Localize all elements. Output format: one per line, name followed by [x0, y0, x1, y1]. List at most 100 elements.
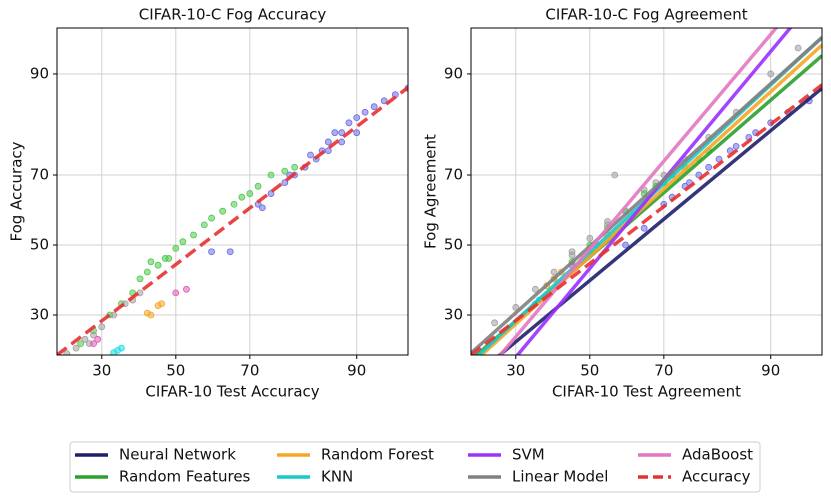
- scatter-point: [291, 163, 299, 171]
- scatter-point: [281, 167, 289, 175]
- fit-line: [515, 28, 793, 355]
- legend-label: Random Features: [119, 468, 251, 486]
- fit-line: [498, 28, 779, 355]
- legend-label: AdaBoost: [682, 446, 753, 464]
- scatter-point: [281, 179, 289, 186]
- scatter-point: [611, 171, 619, 179]
- scatter-point: [90, 340, 97, 348]
- scatter-point: [190, 231, 197, 239]
- scatter-point: [226, 248, 234, 256]
- scatter-point: [136, 275, 144, 283]
- y-tick-label: 70: [444, 166, 463, 184]
- y-tick-label: 50: [30, 236, 49, 254]
- fit-line: [479, 43, 822, 355]
- scatter-point: [794, 44, 802, 52]
- scatter-point: [338, 129, 346, 137]
- fit-line: [57, 86, 408, 355]
- x-tick-label: 90: [347, 362, 366, 380]
- scatter-point: [81, 335, 89, 343]
- scatter-point: [154, 261, 162, 269]
- scatter-point: [118, 344, 125, 352]
- x-tick-label: 50: [166, 362, 185, 380]
- scatter-point: [110, 311, 118, 319]
- y-tick-label: 70: [30, 166, 49, 184]
- scatter-point: [324, 138, 332, 146]
- scatter-point: [143, 268, 151, 276]
- scatter-point: [200, 221, 208, 229]
- legend-box: [69, 441, 761, 493]
- legend-label: SVM: [512, 446, 545, 464]
- scatter-point: [230, 200, 238, 208]
- scatter-point: [158, 300, 166, 308]
- scatter-point: [172, 244, 180, 252]
- y-tick-label: 30: [444, 306, 463, 324]
- legend-label: Accuracy: [682, 468, 751, 486]
- x-tick-label: 90: [761, 362, 780, 380]
- scatter-point: [267, 171, 275, 179]
- plot-area: [57, 84, 408, 355]
- scatter-point: [238, 193, 246, 201]
- scatter-point: [512, 304, 520, 311]
- axes-frame: [470, 27, 823, 356]
- x-tick-label: 30: [92, 362, 111, 380]
- scatter-point: [370, 103, 378, 111]
- scatter-point: [361, 108, 369, 116]
- scatter-point: [338, 138, 346, 146]
- scatter-point: [98, 323, 106, 331]
- scatter-point: [353, 114, 361, 122]
- x-axis-label: CIFAR-10 Test Agreement: [552, 383, 741, 401]
- scatter-point: [586, 234, 594, 242]
- scatter-point: [705, 163, 713, 171]
- legend-label: Random Forest: [321, 446, 434, 464]
- scatter-point: [161, 255, 169, 262]
- scatter-point: [353, 129, 361, 137]
- scatter-point: [94, 335, 102, 343]
- scatter-point: [622, 241, 629, 249]
- y-tick-label: 90: [444, 64, 463, 82]
- scatter-point: [77, 340, 84, 348]
- chart-title: CIFAR-10-C Fog Agreement: [545, 6, 747, 24]
- y-tick-label: 90: [30, 64, 49, 82]
- scatter-point: [380, 97, 388, 105]
- scatter-point: [345, 119, 353, 127]
- fit-line: [497, 86, 822, 355]
- legend-label: Neural Network: [119, 446, 236, 464]
- scatter-point: [767, 70, 775, 78]
- y-axis-label: Fog Agreement: [422, 134, 440, 249]
- chart-title: CIFAR-10-C Fog Accuracy: [139, 6, 327, 24]
- plot-area: [471, 28, 822, 355]
- x-tick-label: 30: [506, 362, 525, 380]
- scatter-point: [63, 350, 71, 355]
- legend-label: KNN: [321, 468, 353, 486]
- scatter-point: [172, 289, 180, 297]
- legend-label: Linear Model: [512, 468, 608, 486]
- scatter-point: [208, 248, 215, 256]
- scatter-point: [147, 258, 155, 266]
- scatter-point: [72, 344, 80, 352]
- scatter-point: [732, 142, 740, 150]
- axes-frame: [56, 27, 409, 356]
- scatter-point: [179, 238, 187, 246]
- scatter-point: [532, 285, 539, 293]
- y-tick-label: 30: [30, 306, 49, 324]
- fit-line: [471, 36, 822, 355]
- scatter-point: [307, 151, 314, 159]
- scatter-point: [331, 129, 339, 137]
- fit-line: [471, 83, 822, 355]
- scatter-point: [324, 147, 332, 155]
- scatter-point: [246, 190, 254, 197]
- scatter-point: [219, 207, 227, 215]
- scatter-point: [183, 285, 190, 293]
- scatter-point: [491, 319, 498, 327]
- x-tick-label: 70: [240, 362, 259, 380]
- x-tick-label: 50: [580, 362, 599, 380]
- scatter-point: [254, 182, 262, 190]
- x-tick-label: 70: [654, 362, 673, 380]
- scatter-point: [640, 224, 648, 232]
- y-axis-label: Fog Accuracy: [8, 141, 26, 241]
- x-axis-label: CIFAR-10 Test Accuracy: [145, 383, 319, 401]
- scatter-point: [90, 331, 97, 339]
- scatter-point: [258, 204, 266, 212]
- scatter-point: [147, 311, 155, 319]
